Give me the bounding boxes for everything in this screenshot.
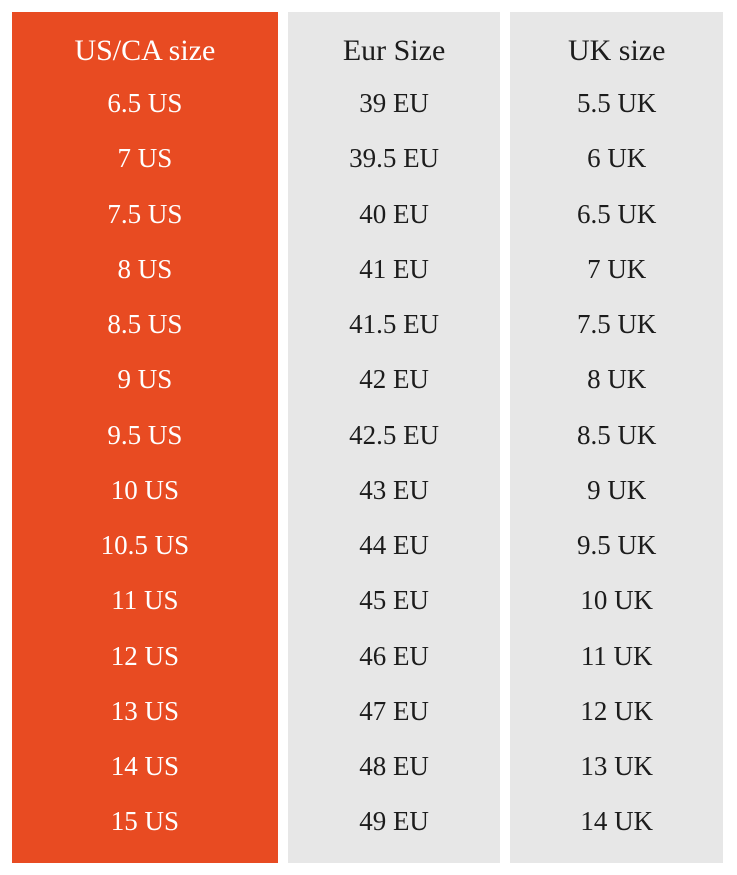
cell-us: 8 US [118, 255, 173, 285]
cell-us: 9.5 US [107, 421, 182, 451]
column-rows-eu: 39 EU 39.5 EU 40 EU 41 EU 41.5 EU 42 EU 42.5 E… [288, 89, 501, 837]
table-columns: US/CA size 6.5 US 7 US 7.5 US 8 US 8.5 US 9 US… [12, 12, 723, 863]
cell-uk: 5.5 UK [577, 89, 657, 119]
column-header-uk: UK size [568, 34, 665, 67]
cell-us: 7 US [118, 144, 173, 174]
cell-eu: 46 EU [359, 642, 429, 672]
cell-eu: 43 EU [359, 476, 429, 506]
cell-uk: 13 UK [580, 752, 653, 782]
cell-us: 10 US [111, 476, 179, 506]
column-header-eu: Eur Size [343, 34, 445, 67]
cell-eu: 41 EU [359, 255, 429, 285]
cell-us: 14 US [111, 752, 179, 782]
cell-eu: 49 EU [359, 807, 429, 837]
cell-uk: 8 UK [587, 365, 646, 395]
cell-us: 15 US [111, 807, 179, 837]
table-column-us: US/CA size 6.5 US 7 US 7.5 US 8 US 8.5 US 9 US… [12, 12, 278, 863]
table-column-uk: UK size 5.5 UK 6 UK 6.5 UK 7 UK 7.5 UK 8 UK 8.5… [510, 12, 723, 863]
cell-us: 13 US [111, 697, 179, 727]
cell-us: 11 US [111, 586, 178, 616]
cell-uk: 10 UK [580, 586, 653, 616]
column-rows-us: 6.5 US 7 US 7.5 US 8 US 8.5 US 9 US 9.5 US 10 U… [12, 89, 278, 837]
cell-eu: 42.5 EU [349, 421, 439, 451]
cell-uk: 12 UK [580, 697, 653, 727]
cell-uk: 14 UK [580, 807, 653, 837]
cell-eu: 42 EU [359, 365, 429, 395]
cell-eu: 40 EU [359, 200, 429, 230]
column-rows-uk: 5.5 UK 6 UK 6.5 UK 7 UK 7.5 UK 8 UK 8.5 UK 9 UK… [510, 89, 723, 837]
column-header-us: US/CA size [74, 34, 215, 67]
cell-uk: 9 UK [587, 476, 646, 506]
cell-us: 10.5 US [101, 531, 190, 561]
cell-eu: 44 EU [359, 531, 429, 561]
cell-eu: 39 EU [359, 89, 429, 119]
cell-uk: 7.5 UK [577, 310, 657, 340]
cell-eu: 48 EU [359, 752, 429, 782]
cell-uk: 7 UK [587, 255, 646, 285]
cell-uk: 6.5 UK [577, 200, 657, 230]
size-conversion-table: US/CA size 6.5 US 7 US 7.5 US 8 US 8.5 US 9 US… [0, 0, 737, 875]
cell-eu: 39.5 EU [349, 144, 439, 174]
cell-uk: 11 UK [581, 642, 653, 672]
cell-uk: 9.5 UK [577, 531, 657, 561]
cell-eu: 45 EU [359, 586, 429, 616]
cell-eu: 47 EU [359, 697, 429, 727]
cell-us: 7.5 US [107, 200, 182, 230]
table-column-eu: Eur Size 39 EU 39.5 EU 40 EU 41 EU 41.5 EU 42 … [288, 12, 501, 863]
cell-us: 6.5 US [107, 89, 182, 119]
cell-us: 12 US [111, 642, 179, 672]
cell-us: 8.5 US [107, 310, 182, 340]
cell-eu: 41.5 EU [349, 310, 439, 340]
cell-us: 9 US [118, 365, 173, 395]
cell-uk: 8.5 UK [577, 421, 657, 451]
cell-uk: 6 UK [587, 144, 646, 174]
